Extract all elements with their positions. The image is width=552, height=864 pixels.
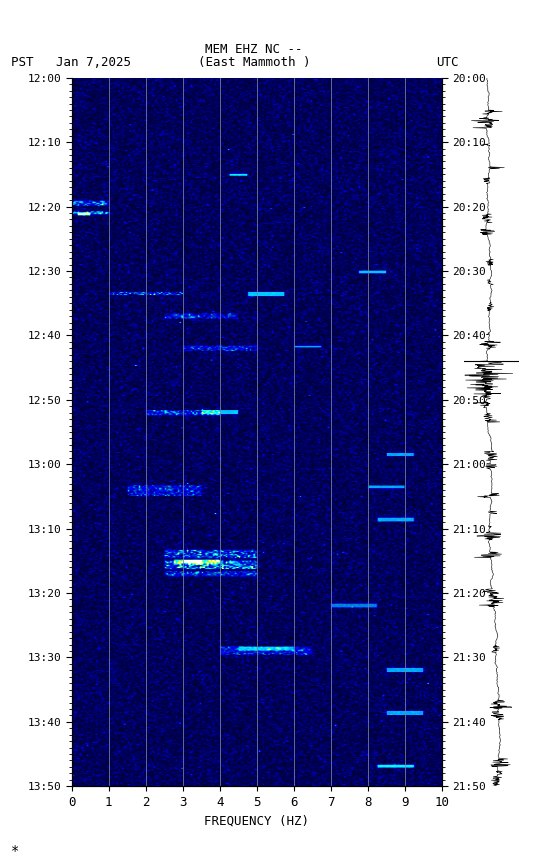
Text: *: * — [11, 844, 19, 858]
Text: UTC: UTC — [436, 56, 458, 69]
Text: PST   Jan 7,2025: PST Jan 7,2025 — [11, 56, 131, 69]
Text: MEM EHZ NC --: MEM EHZ NC -- — [205, 43, 302, 56]
Text: (East Mammoth ): (East Mammoth ) — [198, 56, 310, 69]
X-axis label: FREQUENCY (HZ): FREQUENCY (HZ) — [204, 815, 309, 828]
